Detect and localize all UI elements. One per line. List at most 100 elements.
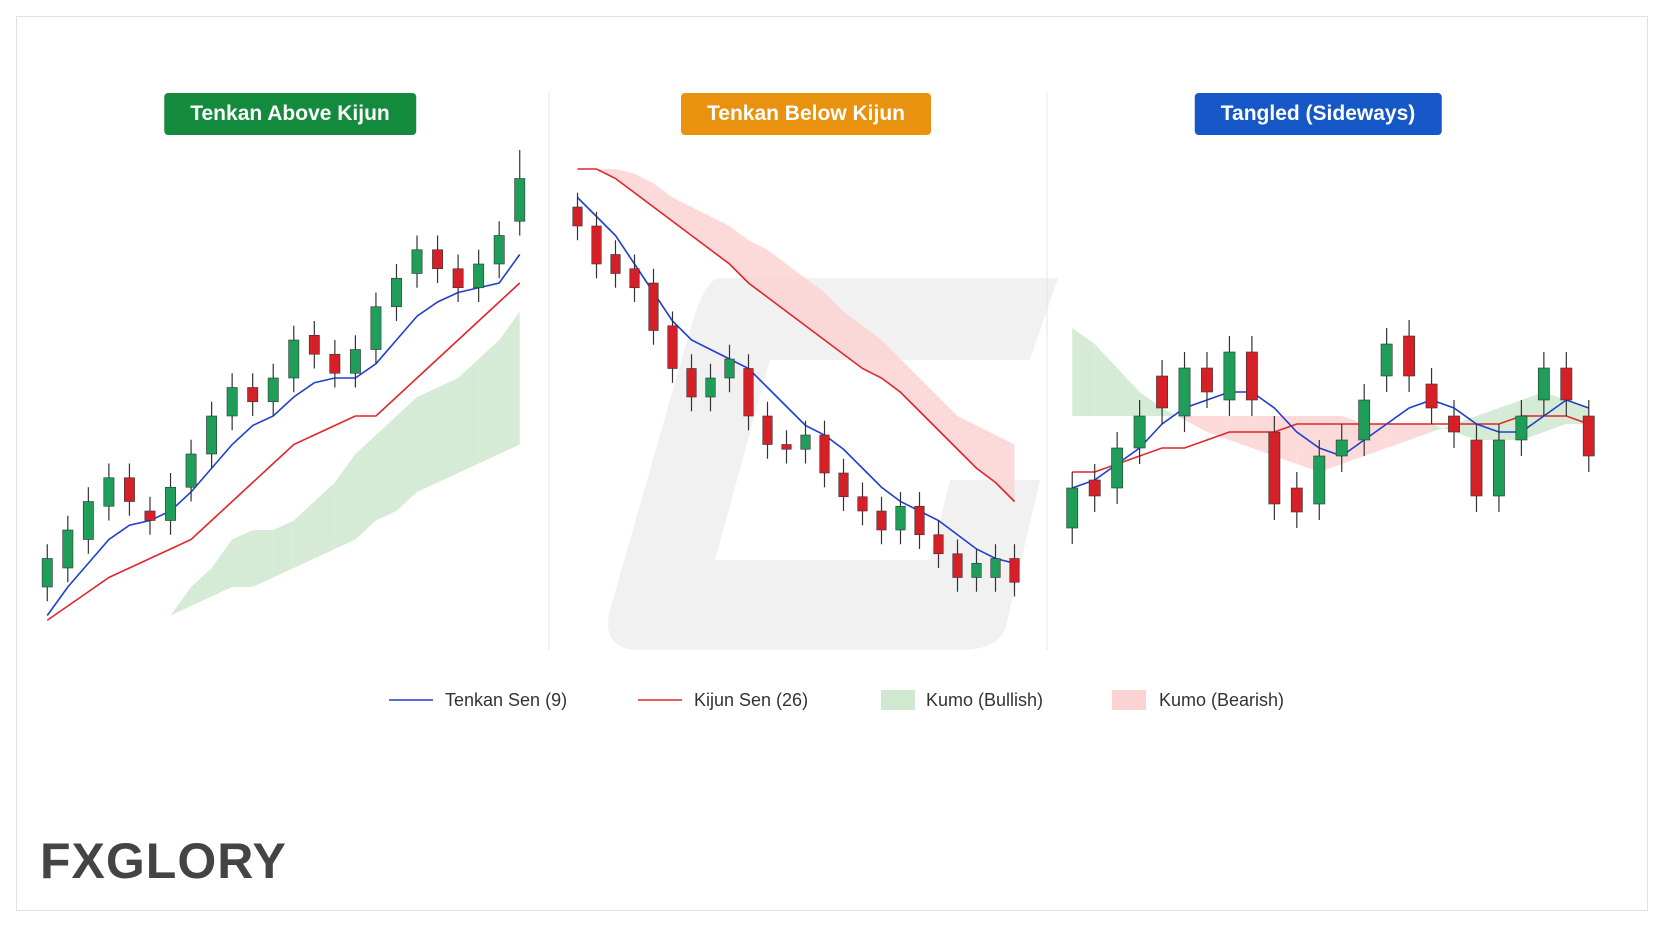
candle-body — [1358, 399, 1371, 441]
kumo — [843, 311, 863, 369]
candle-body — [686, 368, 697, 398]
candle-body — [1245, 351, 1258, 401]
candle-body — [838, 472, 849, 498]
kumo — [767, 249, 787, 312]
kumo — [1386, 424, 1410, 448]
candle-body — [288, 339, 300, 379]
candle-body — [990, 558, 1001, 578]
legend-label: Tenkan Sen (9) — [445, 690, 567, 710]
candle-body — [206, 415, 218, 455]
kijun-line — [577, 168, 1016, 503]
legend-swatch — [881, 690, 915, 710]
candle-body — [1268, 431, 1281, 505]
candle-body — [952, 553, 963, 578]
candle-body — [185, 453, 197, 488]
kumo — [653, 183, 673, 222]
candle-body — [144, 510, 156, 521]
kumo — [805, 278, 825, 340]
kumo — [1543, 392, 1567, 432]
candle-body — [62, 529, 74, 569]
legend-label: Kumo (Bearish) — [1159, 690, 1284, 710]
kumo — [824, 292, 844, 355]
panel-title: Tangled (Sideways) — [1194, 93, 1442, 135]
panel-title: Tenkan Below Kijun — [681, 93, 931, 135]
candle-body — [493, 235, 505, 265]
kumo — [458, 359, 479, 473]
candle-body — [1582, 415, 1595, 457]
candle-body — [895, 505, 906, 531]
candle-body — [82, 501, 94, 540]
candle-body — [1515, 415, 1528, 441]
candle-body — [411, 249, 423, 274]
candle-body — [1537, 367, 1550, 401]
logo: FXGLORY — [40, 833, 287, 889]
watermark — [608, 278, 1058, 650]
candle-body — [1313, 455, 1326, 505]
kumo — [634, 173, 654, 207]
kumo — [375, 416, 397, 521]
candle-body — [1493, 439, 1505, 497]
candle-body — [1088, 479, 1101, 497]
kumo — [919, 378, 939, 431]
kumo — [478, 340, 500, 464]
panel-title: Tenkan Above Kijun — [164, 93, 416, 135]
kumo — [615, 169, 635, 193]
kumo — [1162, 408, 1185, 420]
kumo — [862, 325, 882, 378]
candle-body — [41, 558, 53, 588]
candle-body — [308, 334, 320, 355]
candle-body — [1133, 415, 1146, 449]
candle-body — [247, 387, 259, 403]
kumo — [881, 340, 901, 393]
candle-body — [629, 268, 640, 289]
kumo — [293, 501, 315, 568]
candle-body — [743, 368, 754, 417]
candle-body — [705, 377, 716, 398]
candle-body — [329, 353, 341, 374]
kumo — [710, 216, 730, 264]
kumo — [417, 387, 438, 492]
candle-body — [648, 282, 659, 331]
candle-body — [391, 277, 402, 308]
candle-body — [933, 534, 944, 555]
candle-body — [1403, 335, 1416, 377]
kumo — [252, 530, 274, 587]
kumo — [1094, 344, 1118, 416]
kumo — [1431, 424, 1455, 432]
candle-body — [124, 477, 135, 502]
candle-body — [971, 562, 982, 578]
candle-body — [165, 486, 176, 521]
candle-body — [1290, 487, 1303, 513]
kumo — [672, 197, 692, 236]
candle-body — [762, 415, 773, 445]
kijun-line — [46, 282, 521, 621]
kijun-line — [1072, 415, 1590, 473]
candle-body — [267, 377, 279, 403]
kumo — [499, 311, 520, 454]
candle-body — [1201, 367, 1213, 393]
legend-label: Kijun Sen (26) — [694, 690, 808, 710]
kumo — [232, 530, 253, 587]
candle-body — [1223, 351, 1236, 401]
candle-body — [914, 505, 925, 536]
candle-body — [226, 387, 238, 417]
kumo — [900, 359, 920, 412]
kumo — [334, 454, 356, 549]
candle-body — [514, 178, 526, 222]
candle-body — [370, 306, 382, 350]
kumo — [396, 397, 418, 511]
kumo — [1409, 424, 1432, 440]
legend-swatch — [1112, 690, 1146, 710]
kumo — [957, 416, 977, 469]
tenkan-line — [1071, 391, 1590, 489]
candle-body — [1178, 367, 1191, 417]
candle-body — [103, 477, 115, 507]
candle-body — [452, 268, 464, 289]
candle-body — [610, 254, 621, 274]
kumo — [1139, 392, 1163, 416]
candle-body — [819, 434, 830, 474]
candle-body — [1448, 415, 1460, 433]
candle-body — [724, 358, 735, 379]
candle-body — [1066, 487, 1079, 529]
